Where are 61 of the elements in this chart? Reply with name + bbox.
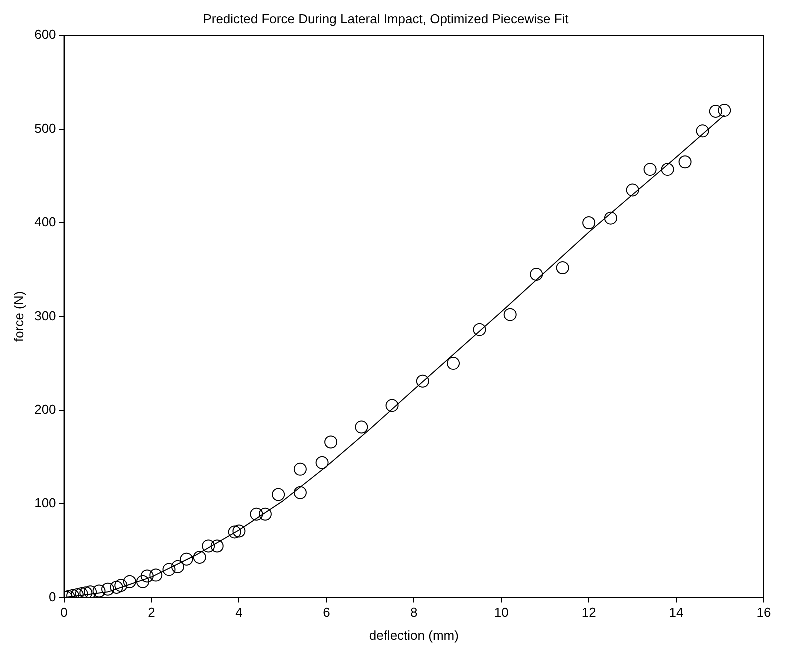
point <box>150 568 163 582</box>
point <box>171 560 184 574</box>
point <box>709 104 722 118</box>
point <box>696 124 710 138</box>
y-tick-label: 500 <box>34 120 56 136</box>
x-tick-label: 6 <box>323 605 330 620</box>
point <box>626 184 640 197</box>
y-tick-label: 100 <box>34 496 56 511</box>
point <box>92 584 106 598</box>
x-tick-label: 4 <box>236 605 243 620</box>
point <box>718 104 732 118</box>
y-tick-label: 600 <box>34 27 56 42</box>
point <box>556 261 570 274</box>
point <box>258 508 272 521</box>
point <box>140 570 154 583</box>
point <box>162 563 176 576</box>
point <box>473 323 486 336</box>
y-tick-label: 400 <box>34 214 56 230</box>
y-tick-label: 200 <box>34 402 56 417</box>
x-tick-label: 16 <box>756 605 772 620</box>
point <box>123 575 136 588</box>
point <box>294 462 307 476</box>
point <box>210 540 224 553</box>
x-tick-label: 12 <box>582 605 596 620</box>
point <box>250 508 264 521</box>
x-tick-label: 10 <box>494 605 509 620</box>
x-tick-label: 14 <box>669 605 684 620</box>
x-tick-label: 0 <box>60 605 68 620</box>
point <box>294 486 307 500</box>
y-axis-title: force (N) <box>11 291 26 342</box>
point <box>504 308 517 322</box>
point <box>110 580 124 594</box>
x-axis-title: deflection (mm) <box>369 628 459 643</box>
point <box>232 524 246 538</box>
point <box>447 357 460 370</box>
point <box>84 586 98 598</box>
x-tick-label: 8 <box>410 605 418 620</box>
point <box>316 456 329 470</box>
point <box>661 163 674 176</box>
point <box>228 526 242 539</box>
point <box>582 216 596 230</box>
point <box>530 268 544 282</box>
point <box>355 420 368 434</box>
point <box>678 156 692 169</box>
x-tick-label: 2 <box>148 605 156 620</box>
y-tick-label: 0 <box>49 589 56 604</box>
point <box>136 575 150 588</box>
point <box>604 212 618 225</box>
point <box>80 586 93 598</box>
point <box>416 374 430 388</box>
point <box>193 551 206 564</box>
point <box>180 552 194 566</box>
point <box>102 582 115 596</box>
y-tick-label: 300 <box>34 308 56 324</box>
point <box>324 436 338 449</box>
point <box>114 579 128 592</box>
point <box>644 163 657 176</box>
point <box>202 540 216 553</box>
point <box>386 399 399 412</box>
point <box>272 488 286 502</box>
chart-title: Predicted Force During Lateral Impact, Optimized Piecewise Fit <box>203 11 570 26</box>
